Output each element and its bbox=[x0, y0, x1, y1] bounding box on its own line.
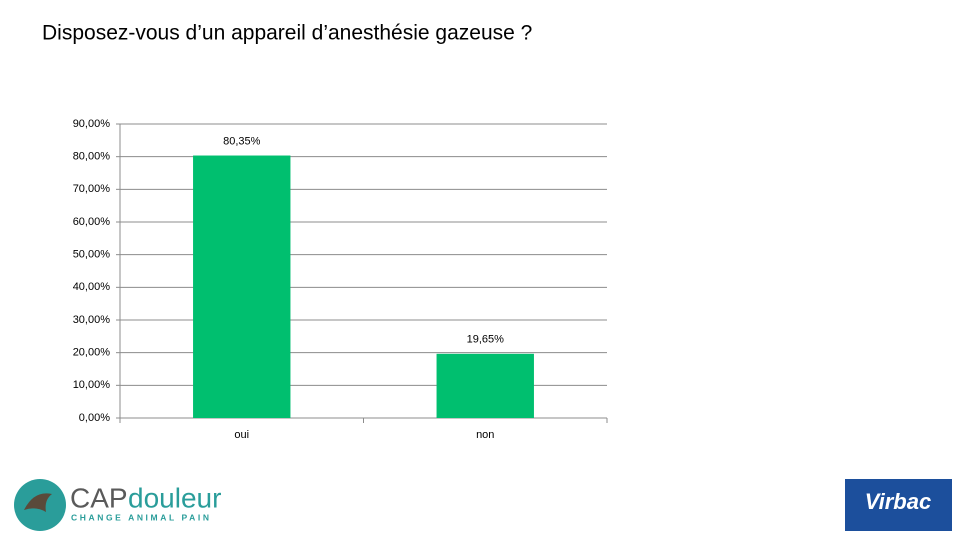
right-logo: Virbac bbox=[845, 479, 952, 531]
y-tick-label: 70,00% bbox=[73, 183, 111, 195]
y-tick-label: 90,00% bbox=[73, 118, 111, 130]
y-tick-label: 80,00% bbox=[73, 151, 111, 163]
logo-text: Virbac bbox=[865, 489, 931, 514]
left-logo: CAP douleur CHANGE ANIMAL PAIN bbox=[14, 479, 221, 531]
bar bbox=[193, 155, 291, 419]
x-tick-label: non bbox=[476, 429, 494, 441]
logo-icon bbox=[24, 493, 52, 512]
y-tick-label: 20,00% bbox=[73, 347, 111, 359]
y-tick-label: 10,00% bbox=[73, 379, 111, 391]
bar bbox=[436, 353, 534, 418]
y-tick-label: 0,00% bbox=[79, 412, 110, 424]
value-label: 80,35% bbox=[223, 135, 261, 147]
y-tick-label: 30,00% bbox=[73, 314, 111, 326]
chart-title: Disposez-vous d’un appareil d’anesthésie… bbox=[42, 22, 532, 45]
x-tick-label: oui bbox=[234, 429, 249, 441]
value-label: 19,65% bbox=[467, 334, 505, 346]
y-tick-label: 40,00% bbox=[73, 281, 111, 293]
y-tick-label: 50,00% bbox=[73, 249, 111, 261]
logo-tagline: CHANGE ANIMAL PAIN bbox=[71, 512, 212, 522]
logo-box bbox=[845, 479, 952, 531]
y-tick-label: 60,00% bbox=[73, 216, 111, 228]
logo-name: douleur bbox=[128, 482, 221, 513]
logo-prefix: CAP bbox=[70, 482, 128, 513]
